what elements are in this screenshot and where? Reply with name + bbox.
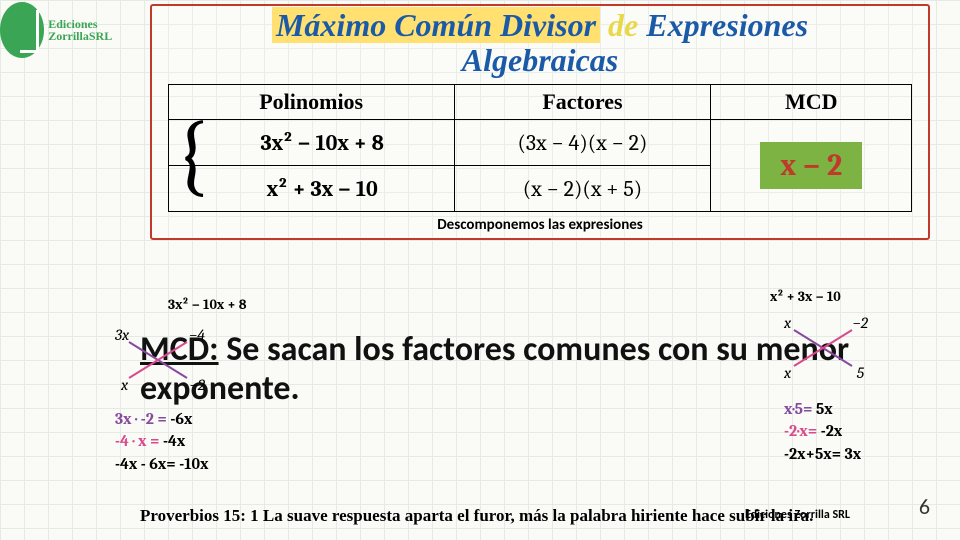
cr-tl: x [784,314,791,332]
title-de: de [608,7,638,43]
cl-br: −2 [190,376,205,394]
aux-expr-left: 3x² − 10x + 8 [168,296,246,313]
page-number: 6 [919,493,930,520]
mcd-cell: x − 2 [711,120,912,212]
cr-line2: -2·x= -2x [784,420,861,442]
factors-cell-2: (x − 2)(x + 5) [454,166,710,212]
title-rest2: Algebraicas [462,42,618,78]
table-header-row: Polinomios Factores MCD [168,85,912,120]
cross-left-work: 3x · -2 = -6x -4 · x = -4x -4x - 6x= -10… [115,408,208,475]
rule-body: Se sacan los factores comunes con su men… [140,329,849,409]
proverb-ref: Proverbios 15: 1 [140,506,259,525]
logo-text: Ediciones ZorrillaSRL [48,18,140,42]
logo-mark-icon [0,2,44,58]
logo-suffix: SRL [89,29,112,43]
cl-line1: 3x · -2 = -6x [115,408,208,430]
poly-cell-1: { 3x² − 10x + 8 [168,120,454,166]
col-header-mcd: MCD [711,85,912,120]
cr-sum: -2x+5x= 3x [784,443,861,465]
publisher-logo: Ediciones ZorrillaSRL [0,0,140,60]
cross-right-work: x·5= 5x -2·x= -2x -2x+5x= 3x [784,398,861,465]
cl-tl: 3x [115,326,129,344]
cr-tr: −2 [853,314,868,332]
proverb-footer: Proverbios 15: 1 La suave respuesta apar… [140,506,840,526]
poly-expr-1: 3x² − 10x + 8 [261,130,384,156]
cross-diagram-left: 3x −4 x −2 [115,330,205,390]
cl-bl: x [121,376,128,394]
main-panel: Máximo Común Divisor de Expresiones Alge… [150,4,930,240]
cl-line2: -4 · x = -4x [115,430,208,452]
cl-sum: -4x - 6x= -10x [115,453,208,475]
title-highlight: Máximo Común Divisor [272,7,600,43]
poly-cell-2: x² + 3x − 10 [168,166,454,212]
col-header-polinomios: Polinomios [168,85,454,120]
footer-brand: Ediciones Zorrilla SRL [745,508,850,522]
cr-br: 5 [857,364,864,382]
cr-bl: x [784,364,791,382]
table-row: { 3x² − 10x + 8 (3x − 4)(x − 2) x − 2 [168,120,912,166]
factors-cell-1: (3x − 4)(x − 2) [454,120,710,166]
cross-diagram-right: x −2 x 5 [780,318,870,378]
cr-line1: x·5= 5x [784,398,861,420]
col-header-factores: Factores [454,85,710,120]
poly-expr-2: x² + 3x − 10 [267,176,378,202]
mcd-table: Polinomios Factores MCD { 3x² − 10x + 8 … [168,84,913,212]
aux-expr-right: x² + 3x − 10 [770,288,841,305]
slide-title: Máximo Común Divisor de Expresiones Alge… [152,6,928,82]
title-rest1: Expresiones [646,7,808,43]
cl-tr: −4 [189,326,205,344]
proverb-text: La suave respuesta aparta el furor, más … [263,506,813,525]
mcd-result: x − 2 [760,142,862,189]
decompose-note: Descomponemos las expresiones [152,216,928,234]
